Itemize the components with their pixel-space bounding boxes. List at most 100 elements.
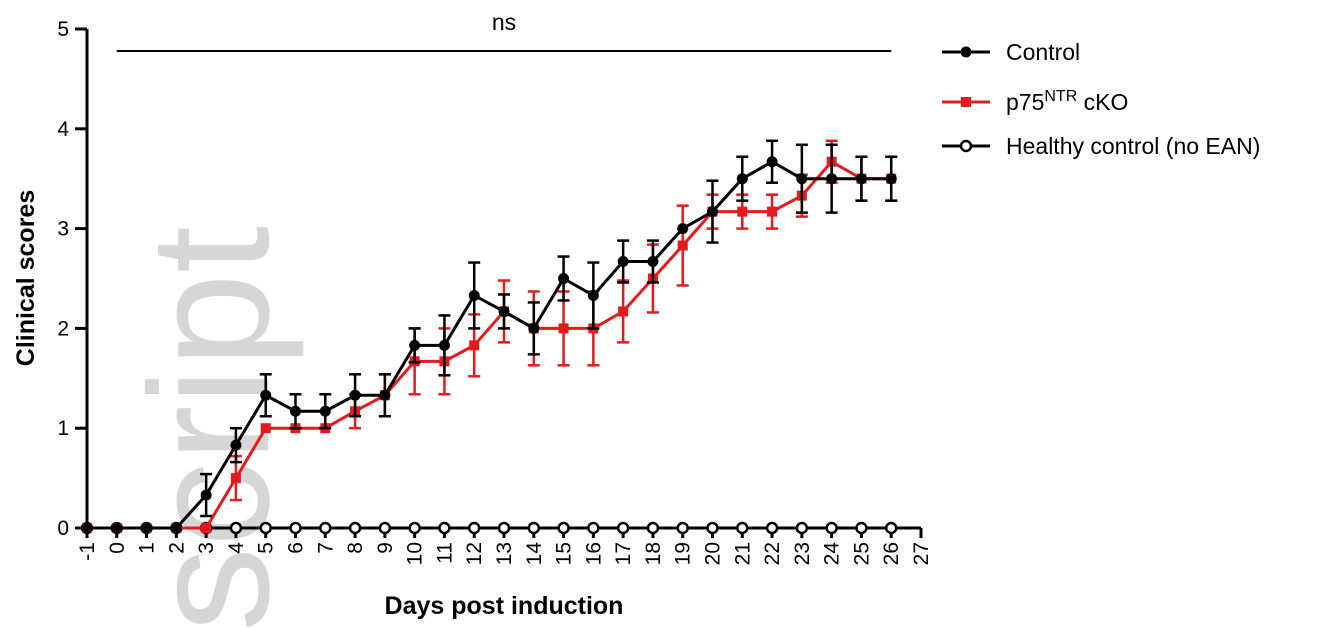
y-tick-label: 2 — [57, 317, 69, 340]
data-point — [616, 521, 630, 535]
legend-label: Control — [1006, 39, 1080, 65]
x-tick-label: 6 — [285, 542, 308, 554]
data-point — [527, 521, 541, 535]
data-point — [855, 173, 867, 185]
x-tick-label: 19 — [672, 542, 695, 565]
data-point — [349, 389, 361, 401]
data-point — [290, 405, 301, 417]
data-point — [826, 173, 838, 185]
data-point — [558, 323, 569, 334]
x-tick-label: -1 — [76, 542, 99, 561]
data-point — [259, 521, 272, 535]
x-ticks: -1 0 1 2 3 4 5 6 7 8 9 10 11 12 13 14 15 16 17 18 19 20 21 22 23… — [76, 528, 933, 565]
data-point — [141, 522, 153, 534]
data-point — [230, 473, 241, 484]
data-point — [587, 521, 600, 535]
x-tick-label: 20 — [702, 542, 725, 565]
x-tick-label: 22 — [761, 542, 784, 565]
data-point — [200, 489, 212, 501]
legend-label-base: p75 — [1006, 89, 1044, 115]
series-0 — [81, 139, 898, 534]
data-point — [438, 521, 451, 535]
x-tick-label: 14 — [523, 542, 546, 566]
data-point — [706, 521, 719, 535]
x-tick-label: 10 — [404, 542, 427, 565]
data-point — [647, 256, 659, 268]
x-tick-label: 12 — [463, 542, 486, 565]
data-point — [707, 206, 718, 218]
series-line — [87, 159, 892, 530]
x-tick-label: 0 — [106, 542, 129, 554]
x-tick-label: 18 — [642, 542, 665, 565]
data-point — [170, 522, 182, 534]
data-point — [81, 522, 93, 534]
x-tick-label: 13 — [493, 542, 516, 565]
data-point — [260, 389, 272, 401]
data-point — [348, 521, 362, 535]
data-point — [795, 521, 809, 535]
legend-item-1: p75NTR cKO — [942, 88, 1128, 115]
significance-label: ns — [492, 9, 516, 35]
data-point — [587, 289, 599, 301]
x-tick-label: 11 — [433, 542, 456, 564]
data-point — [825, 521, 838, 535]
data-point — [677, 223, 689, 235]
data-point — [855, 521, 868, 535]
x-tick-label: 21 — [731, 542, 754, 565]
data-point — [201, 523, 212, 533]
data-point — [765, 521, 779, 535]
y-tick-label: 0 — [57, 517, 69, 540]
legend-item-2: Healthy control (no EAN) — [942, 133, 1260, 159]
data-point — [378, 521, 392, 535]
data-point — [468, 289, 480, 301]
legend: Control p75NTR cKO Healthy control (no EAN… — [942, 39, 1260, 159]
data-point — [646, 521, 660, 535]
data-point — [111, 522, 123, 534]
data-point — [766, 156, 778, 168]
data-point — [319, 405, 331, 417]
data-point — [467, 521, 481, 535]
legend-marker — [959, 139, 973, 153]
legend-label-suffix: cKO — [1077, 89, 1128, 115]
x-tick-label: 25 — [850, 542, 873, 565]
y-tick-label: 5 — [57, 18, 69, 41]
y-ticks: 0 1 2 3 4 5 — [57, 18, 87, 540]
data-point — [438, 339, 450, 351]
x-tick-label: 17 — [612, 542, 635, 565]
x-tick-label: 16 — [582, 542, 605, 565]
x-tick-label: 4 — [225, 542, 248, 554]
data-point — [558, 273, 570, 284]
x-tick-label: 23 — [791, 542, 814, 565]
data-point — [617, 256, 629, 268]
data-point — [736, 173, 748, 185]
legend-label-base: Healthy control (no EAN) — [1006, 133, 1260, 159]
x-tick-label: 15 — [553, 542, 576, 565]
x-tick-label: 2 — [165, 542, 188, 554]
data-point — [379, 389, 391, 401]
data-point — [676, 521, 689, 535]
data-point — [469, 340, 480, 351]
data-point — [736, 521, 749, 535]
x-tick-label: 26 — [880, 542, 903, 565]
legend-marker — [960, 46, 972, 58]
data-point — [618, 306, 629, 317]
data-point — [497, 521, 511, 535]
x-tick-label: 27 — [910, 542, 933, 565]
x-tick-label: 3 — [195, 542, 218, 554]
x-tick-label: 8 — [344, 542, 367, 554]
legend-label-superscript: NTR — [1044, 88, 1077, 105]
x-tick-label: 5 — [255, 542, 278, 554]
data-point — [230, 439, 242, 451]
y-tick-label: 3 — [57, 218, 69, 241]
legend-item-0: Control — [942, 39, 1080, 65]
data-point — [260, 423, 271, 434]
legend-label-base: Control — [1006, 39, 1080, 65]
significance-annotation: ns — [116, 9, 892, 52]
x-axis-title: Days post induction — [385, 592, 624, 620]
x-tick-label: 24 — [821, 542, 844, 566]
data-point — [319, 521, 332, 535]
legend-label: p75NTR cKO — [1006, 88, 1128, 115]
data-point — [767, 206, 778, 217]
y-tick-label: 1 — [57, 417, 69, 440]
